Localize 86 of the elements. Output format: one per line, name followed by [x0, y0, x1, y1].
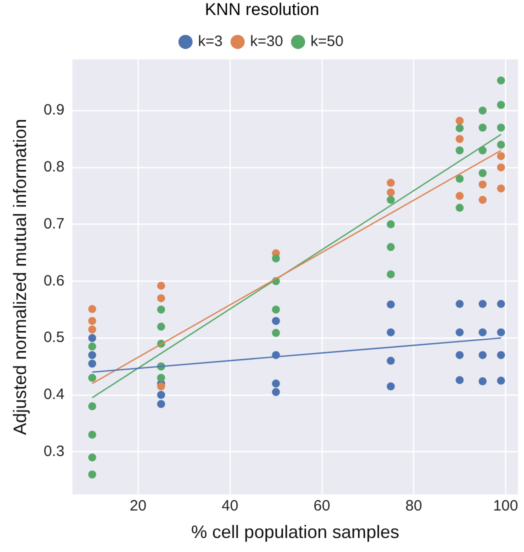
y-axis-title: Adjusted normalized mutual information	[10, 118, 30, 435]
point	[386, 178, 395, 187]
point	[157, 390, 166, 399]
point	[456, 204, 464, 212]
point	[478, 180, 487, 188]
point	[386, 328, 395, 336]
point	[478, 196, 487, 204]
point	[497, 100, 506, 109]
point	[272, 380, 280, 388]
point	[272, 306, 280, 314]
point	[157, 294, 166, 302]
y-tick-label: 0.7	[44, 215, 64, 232]
point	[386, 356, 395, 365]
point	[386, 270, 395, 278]
point	[478, 328, 487, 336]
point	[386, 382, 395, 390]
x-tick-label: 40	[222, 498, 238, 515]
point	[88, 351, 96, 360]
point	[88, 342, 96, 351]
point	[88, 402, 96, 410]
point	[88, 334, 96, 342]
point	[478, 124, 487, 132]
point	[157, 306, 166, 314]
point	[272, 316, 280, 325]
point	[456, 351, 464, 360]
y-tick-label: 0.3	[44, 442, 64, 460]
point	[456, 376, 464, 384]
point	[497, 140, 506, 149]
point	[88, 430, 96, 439]
point	[478, 351, 487, 360]
point	[478, 377, 487, 386]
point	[456, 174, 464, 183]
point	[157, 400, 166, 408]
point	[497, 376, 506, 385]
y-tick-label: 0.4	[44, 386, 64, 404]
point	[497, 163, 506, 172]
point	[497, 152, 506, 160]
x-tick-label: 20	[130, 498, 146, 515]
point	[88, 360, 96, 368]
point	[88, 326, 96, 334]
legend-label: k=30	[250, 33, 284, 50]
point	[497, 351, 506, 360]
point	[386, 243, 395, 252]
point	[386, 220, 395, 228]
point	[456, 328, 464, 336]
point	[497, 184, 506, 192]
point	[88, 316, 96, 325]
x-tick-label: 60	[314, 498, 330, 515]
point	[497, 124, 506, 132]
point	[497, 76, 506, 84]
point	[88, 305, 96, 314]
x-tick-label: 100	[493, 498, 518, 515]
point	[456, 192, 464, 200]
point	[88, 470, 96, 478]
point	[272, 254, 280, 262]
point	[386, 196, 395, 204]
legend-label: k=50	[310, 33, 344, 50]
point	[478, 169, 487, 178]
point	[88, 453, 96, 462]
legend-label: k=3	[198, 33, 223, 50]
point	[272, 328, 280, 337]
point	[386, 300, 395, 308]
point	[478, 300, 487, 308]
point	[88, 374, 96, 382]
point	[272, 388, 280, 396]
point	[456, 124, 464, 132]
y-tick-label: 0.9	[44, 102, 64, 119]
point	[386, 188, 395, 196]
point	[456, 135, 464, 144]
x-tick-label: 80	[405, 498, 422, 515]
point	[157, 374, 166, 382]
point	[157, 382, 166, 390]
point	[456, 116, 464, 125]
legend-title: KNN resolution	[204, 0, 320, 20]
y-tick-label: 0.6	[44, 272, 64, 290]
point	[497, 328, 506, 336]
point	[478, 146, 487, 154]
point	[157, 282, 166, 290]
x-axis-title: % cell population samples	[191, 522, 400, 542]
point	[456, 300, 464, 308]
y-tick-label: 0.5	[44, 329, 64, 346]
point	[478, 106, 487, 115]
point	[497, 300, 506, 308]
point	[157, 322, 166, 331]
y-tick-label: 0.8	[44, 158, 64, 176]
point	[456, 146, 464, 154]
